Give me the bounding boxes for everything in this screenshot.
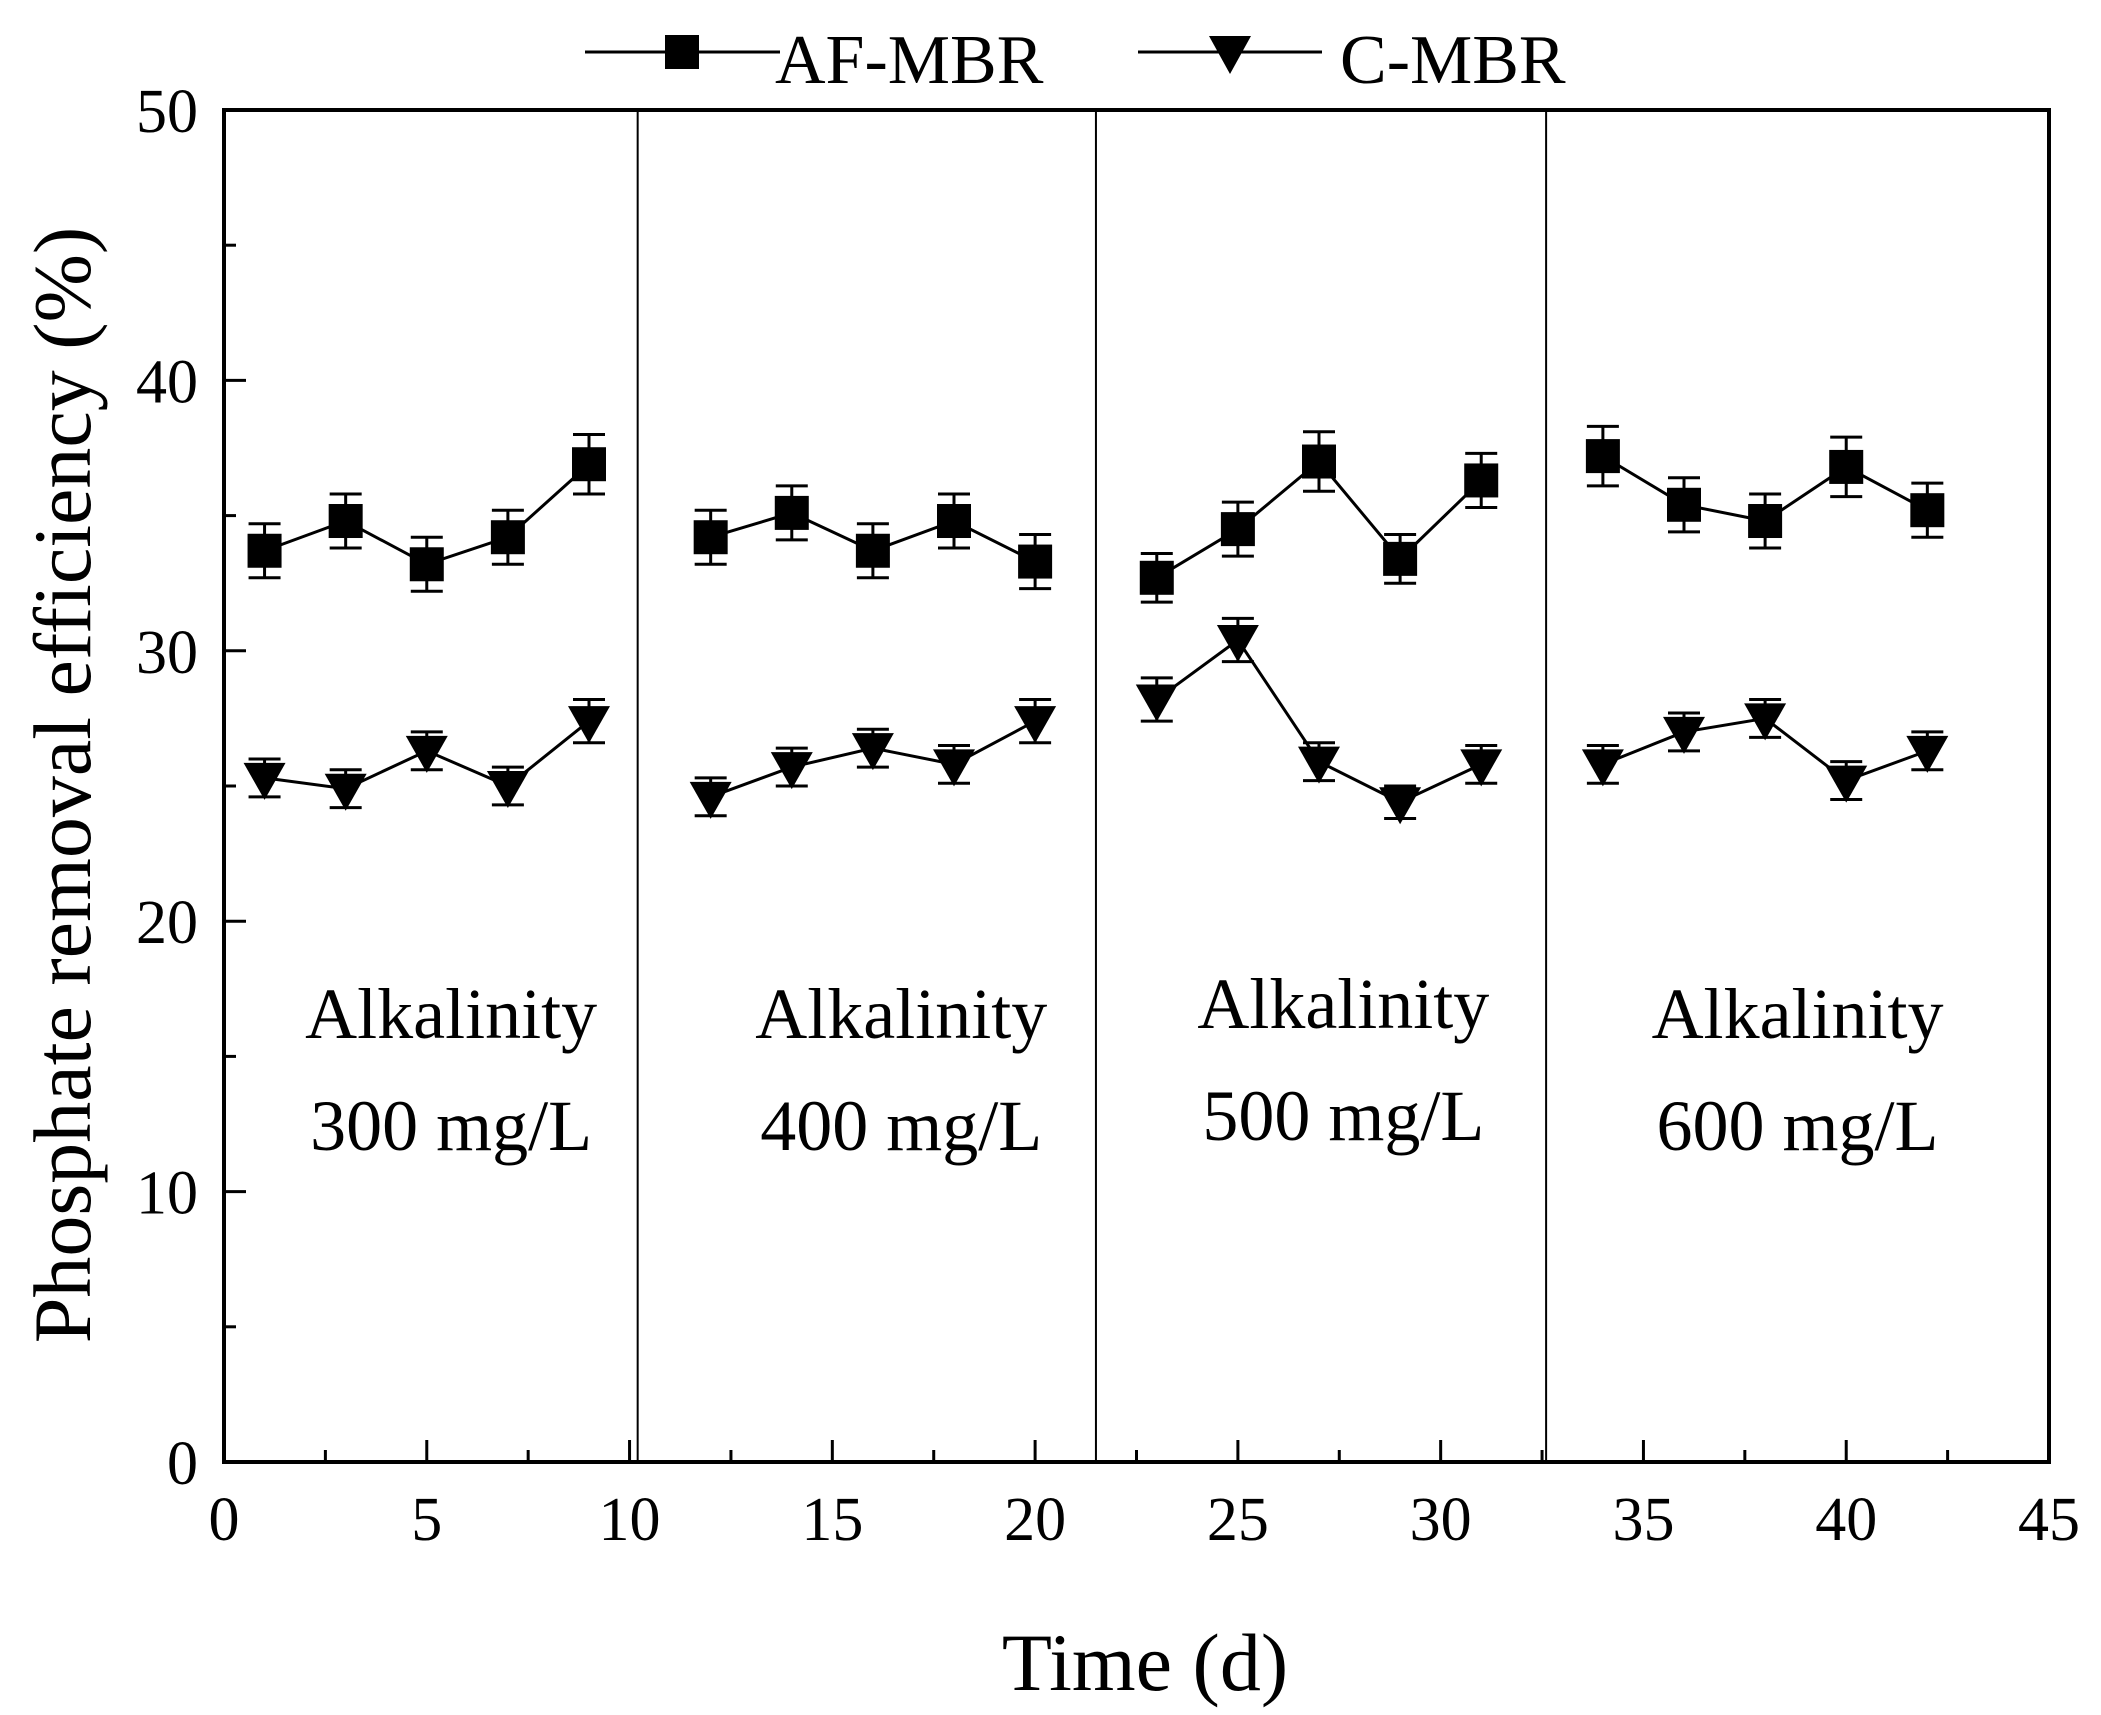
data-point-c-mbr — [1216, 624, 1259, 662]
data-point-af-mbr — [1667, 487, 1701, 522]
data-point-af-mbr — [1829, 449, 1864, 484]
annotation-alkalinity-label: Alkalinity — [1652, 974, 1944, 1054]
y-tick-label: 30 — [136, 619, 198, 687]
data-point-af-mbr — [1018, 544, 1053, 579]
data-point-c-mbr — [1906, 735, 1949, 773]
annotation-concentration-label: 600 mg/L — [1657, 1086, 1939, 1166]
x-tick-label: 20 — [1004, 1486, 1066, 1554]
data-point-c-mbr — [486, 771, 529, 808]
x-tick-label: 5 — [411, 1486, 442, 1554]
data-point-c-mbr — [324, 773, 367, 811]
data-point-af-mbr — [1585, 439, 1620, 474]
legend-marker-c-mbr — [1209, 36, 1251, 74]
data-point-c-mbr — [689, 781, 732, 819]
y-tick-label: 20 — [136, 889, 198, 957]
data-point-c-mbr — [1298, 746, 1340, 784]
data-point-c-mbr — [851, 733, 894, 771]
data-point-c-mbr — [568, 706, 610, 744]
data-point-c-mbr — [1825, 765, 1868, 803]
y-tick-label: 40 — [136, 348, 198, 416]
data-point-af-mbr — [572, 447, 606, 482]
x-tick-label: 45 — [2018, 1486, 2080, 1554]
x-tick-label: 35 — [1612, 1486, 1674, 1554]
data-point-af-mbr — [1910, 493, 1945, 528]
data-point-c-mbr — [1014, 706, 1057, 744]
data-point-af-mbr — [1464, 463, 1499, 498]
annotation-concentration-label: 500 mg/L — [1202, 1076, 1484, 1156]
data-point-c-mbr — [1460, 749, 1503, 787]
y-tick-label: 0 — [167, 1430, 198, 1498]
legend-label-c-mbr: C-MBR — [1340, 22, 1566, 99]
x-tick-label: 30 — [1410, 1486, 1472, 1554]
data-point-c-mbr — [1135, 684, 1178, 722]
annotation-alkalinity-label: Alkalinity — [755, 974, 1047, 1054]
data-point-af-mbr — [247, 533, 282, 568]
data-point-c-mbr — [1379, 787, 1422, 825]
x-tick-label: 0 — [209, 1486, 240, 1554]
y-axis-label: Phosphate removal efficiency (%) — [17, 227, 108, 1343]
data-point-c-mbr — [1663, 716, 1705, 754]
data-point-c-mbr — [1744, 703, 1787, 741]
data-point-c-mbr — [770, 752, 813, 790]
annotation-concentration-label: 300 mg/L — [310, 1086, 592, 1166]
phase-annotations: Alkalinity 300 mg/L Alkalinity 400 mg/L Alka… — [305, 964, 1943, 1166]
x-tick-label: 40 — [1815, 1486, 1877, 1554]
data-point-af-mbr — [693, 520, 728, 555]
annotation-concentration-label: 400 mg/L — [760, 1086, 1042, 1166]
plot-frame — [222, 108, 2051, 1464]
data-point-c-mbr — [243, 762, 286, 800]
data-point-af-mbr — [937, 504, 971, 539]
data-point-c-mbr — [1581, 749, 1624, 787]
data-point-af-mbr — [1302, 444, 1336, 479]
x-tick-label: 15 — [801, 1486, 863, 1554]
annotation-alkalinity-label: Alkalinity — [305, 974, 597, 1054]
legend-marker-af-mbr — [665, 35, 699, 69]
data-series — [243, 424, 1949, 825]
data-point-af-mbr — [409, 547, 444, 582]
data-point-af-mbr — [328, 504, 363, 539]
data-point-c-mbr — [405, 735, 448, 773]
data-point-af-mbr — [1220, 512, 1255, 547]
x-tick-label: 10 — [599, 1486, 661, 1554]
legend-label-af-mbr: AF-MBR — [775, 22, 1044, 99]
data-point-af-mbr — [1383, 541, 1418, 576]
data-point-af-mbr — [774, 495, 809, 530]
data-point-af-mbr — [490, 520, 525, 555]
y-tick-label: 50 — [136, 78, 198, 146]
legend: AF-MBR C-MBR — [585, 22, 1566, 99]
phase-dividers — [636, 110, 1548, 1462]
y-tick-label: 10 — [136, 1160, 198, 1228]
data-point-c-mbr — [933, 749, 975, 787]
annotation-alkalinity-label: Alkalinity — [1197, 964, 1489, 1044]
data-point-af-mbr — [1748, 504, 1783, 539]
axis-ticks: 0 5 10 15 20 25 30 35 40 45 0 10 20 30 40 50 — [136, 78, 2080, 1554]
x-axis-label: Time (d) — [1002, 1617, 1288, 1708]
x-tick-label: 25 — [1207, 1486, 1269, 1554]
data-point-af-mbr — [1139, 560, 1174, 595]
data-point-af-mbr — [855, 533, 890, 568]
